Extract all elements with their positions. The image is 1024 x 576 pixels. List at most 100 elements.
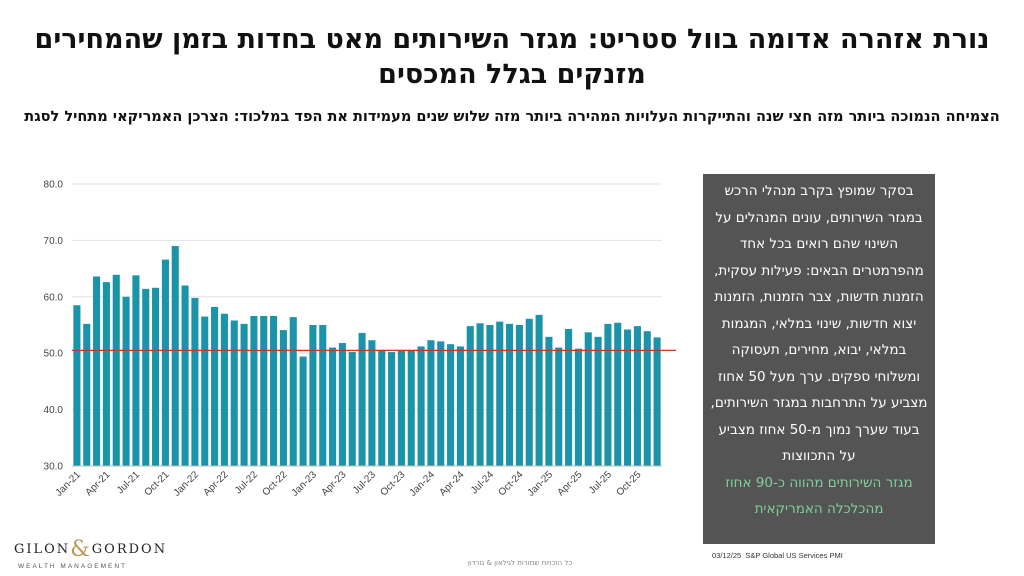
bar-Jun-21 [122,296,130,466]
bar-Oct-21 [161,259,169,466]
x-tick-label: Jan-23 [290,469,320,499]
bar-Jul-22 [250,315,258,466]
source-name: S&P Global US Services PMI [745,551,843,560]
x-tick-label: Apr-25 [556,469,585,498]
bar-Mar-24 [447,344,455,466]
bar-Oct-24 [515,325,523,466]
x-tick-label: Jan-22 [172,469,202,499]
bar-Sep-22 [270,315,278,466]
bar-May-22 [230,320,238,466]
bar-Mar-25 [565,328,573,466]
y-tick-label: 60.0 [44,292,64,303]
y-tick-label: 30.0 [44,462,64,473]
bar-Jun-22 [240,323,248,466]
x-tick-label: Jan-25 [526,469,556,499]
bar-Oct-25 [633,326,641,466]
x-tick-label: Jul-22 [233,469,260,496]
bar-Nov-24 [525,318,533,466]
x-tick-label: Oct-23 [379,469,408,498]
x-tick-label: Oct-21 [143,469,172,498]
bar-Sep-21 [152,287,160,466]
x-tick-label: Jul-24 [469,469,496,496]
source-line: 03/12/25 S&P Global US Services PMI [712,551,942,560]
x-tick-label: Jul-23 [351,469,378,496]
bar-Feb-25 [555,347,563,466]
bar-Oct-22 [279,330,287,466]
x-tick-label: Apr-21 [84,469,113,498]
bar-Mar-22 [211,306,219,466]
x-tick-label: Jan-21 [54,469,84,499]
x-tick-label: Oct-24 [497,469,526,498]
x-tick-label: Apr-23 [320,469,349,498]
y-tick-label: 50.0 [44,349,64,360]
bar-Apr-21 [102,282,110,466]
x-tick-label: Jul-21 [115,469,142,496]
logo-ampersand: & [70,537,92,562]
bar-Nov-23 [407,349,415,466]
logo-tagline: WEALTH MANAGEMENT [18,563,127,570]
bar-May-25 [584,332,592,466]
bar-Jul-21 [132,275,140,466]
logo-name-right: GORDON [91,542,168,557]
panel-explanation-text: בסקר שמופץ בקרב מנהלי הרכש במגזר השירותי… [710,183,928,464]
bar-Dec-22 [299,356,307,466]
bar-Sep-24 [506,323,514,466]
bar-May-24 [466,326,474,466]
bar-Apr-23 [338,343,346,466]
bar-May-21 [112,274,120,466]
bar-Jan-24 [427,340,435,466]
bar-Apr-24 [456,346,464,466]
panel-highlight-text: מגזר השירותים מהווה כ-90 אחוז מהכלכלה הא… [725,474,913,518]
x-tick-label: Apr-22 [202,469,231,498]
bar-Feb-23 [319,325,327,466]
bar-Nov-25 [643,331,651,466]
page-title: נורת אזהרה אדומה בוול סטריט: מגזר השירות… [34,24,990,90]
source-date: 03/12/25 [712,551,742,560]
bar-Feb-21 [83,323,91,466]
bar-Apr-22 [220,313,228,466]
bar-Mar-21 [93,276,101,466]
bar-Jul-25 [604,323,612,466]
bar-Jul-24 [486,325,494,466]
y-tick-label: 70.0 [44,236,64,247]
bar-Jan-25 [545,336,553,466]
bar-Jan-22 [191,297,199,466]
bar-Mar-23 [329,347,337,466]
page-subtitle: הצמיחה הנמוכה ביותר מזה חצי שנה והתייקרו… [24,109,1000,125]
bar-Aug-22 [260,315,268,466]
bar-Jan-21 [73,305,81,466]
copyright-notice: כל הזכויות שמורות לגילאון & גורדון [467,559,573,567]
y-tick-label: 40.0 [44,405,64,416]
bar-Dec-24 [535,314,543,466]
bar-Apr-25 [574,348,582,466]
bar-Feb-22 [201,316,209,466]
bar-Jun-23 [358,332,366,466]
company-logo: GILON&GORDON WEALTH MANAGEMENT [14,537,165,571]
bar-Sep-23 [388,352,396,466]
logo-name-left: GILON [14,542,71,557]
y-tick-label: 80.0 [44,180,64,191]
bar-Aug-23 [378,349,386,466]
x-tick-label: Apr-24 [438,469,467,498]
x-tick-label: Jul-25 [587,469,614,496]
bar-Feb-24 [437,341,445,466]
x-tick-label: Oct-22 [261,469,290,498]
bar-Aug-24 [496,321,504,466]
bar-Jan-23 [309,325,317,466]
explanation-panel: בסקר שמופץ בקרב מנהלי הרכש במגזר השירותי… [703,174,935,544]
bar-Aug-25 [614,322,622,466]
bar-Sep-25 [624,329,632,466]
bar-Dec-21 [181,285,189,466]
bar-Dec-25 [653,337,661,466]
bar-Jun-25 [594,336,602,466]
bar-Jun-24 [476,323,484,466]
bar-Nov-21 [171,246,179,466]
bar-Nov-22 [289,317,297,466]
bar-May-23 [348,352,356,466]
bar-Dec-23 [417,346,425,466]
bar-Oct-23 [397,349,405,466]
bar-Jul-23 [368,340,376,466]
x-tick-label: Jan-24 [408,469,438,499]
bar-Aug-21 [142,288,150,466]
